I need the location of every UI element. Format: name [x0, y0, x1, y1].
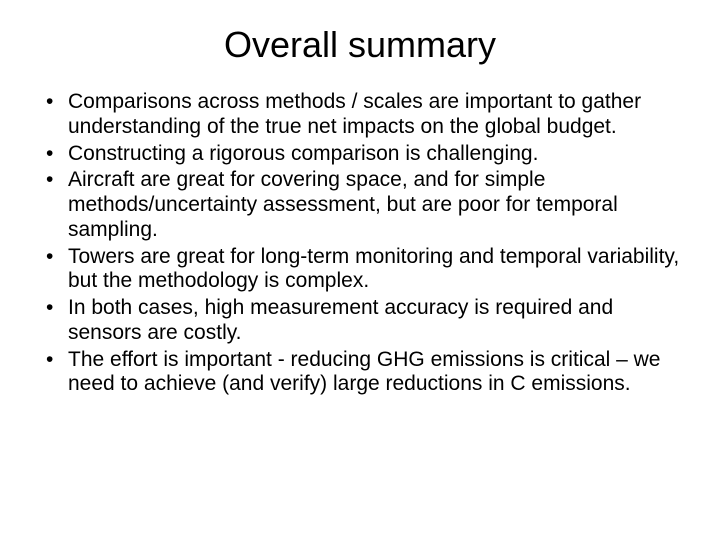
slide-container: Overall summary Comparisons across metho… [0, 0, 720, 540]
list-item: In both cases, high measurement accuracy… [40, 296, 680, 346]
slide-title: Overall summary [40, 24, 680, 66]
list-item: Towers are great for long-term monitorin… [40, 245, 680, 295]
list-item: Aircraft are great for covering space, a… [40, 168, 680, 242]
list-item: Comparisons across methods / scales are … [40, 90, 680, 140]
bullet-list: Comparisons across methods / scales are … [40, 90, 680, 397]
list-item: The effort is important - reducing GHG e… [40, 348, 680, 398]
list-item: Constructing a rigorous comparison is ch… [40, 142, 680, 167]
